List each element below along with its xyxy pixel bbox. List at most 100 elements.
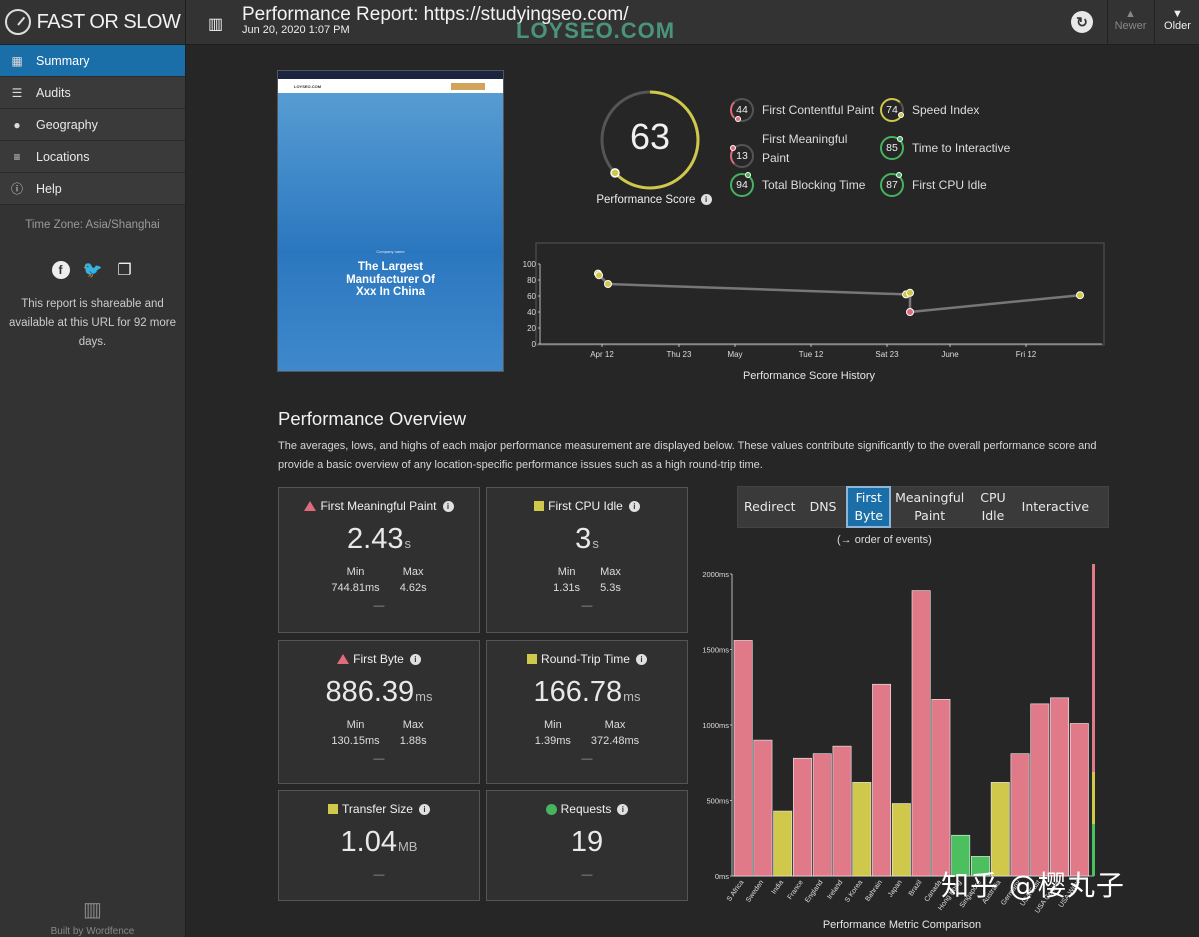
bar (971, 856, 990, 877)
card-requests[interactable]: Requests i 19 — (486, 790, 688, 901)
bar (911, 590, 931, 877)
tab-dns[interactable]: DNS (809, 499, 837, 514)
card-title: First CPU Idle i (487, 499, 687, 513)
bar (773, 810, 793, 877)
min-label: Min (346, 566, 365, 578)
card-dash: — (581, 869, 593, 881)
sidebar-item-geography[interactable]: ● Geography (0, 109, 185, 141)
metric-fcp: 44 First Contentful Paint (730, 98, 874, 122)
card-title-text: Round-Trip Time (541, 652, 630, 666)
info-icon[interactable]: i (617, 803, 629, 815)
tab-meaningful-paint[interactable]: Meaningful Paint (895, 489, 964, 525)
metric-value: 74 (886, 104, 898, 116)
card-value: 2.43s (279, 523, 479, 556)
bar (753, 739, 773, 877)
card-first-byte[interactable]: First Byte i 886.39ms Min 130.15ms Max 1.88… (278, 640, 480, 784)
y-tick-label: 80 (527, 276, 536, 285)
facebook-icon[interactable]: f (51, 261, 70, 279)
info-icon[interactable]: i (409, 653, 421, 665)
sidebar-item-audits[interactable]: ☰ Audits (0, 77, 185, 109)
built-by[interactable]: ▥ Built by Wordfence (0, 897, 185, 937)
card-dash: — (373, 753, 385, 765)
card-value-number: 1.04 (340, 826, 397, 858)
metric-value: 94 (736, 179, 748, 191)
max-value: 4.62s (399, 582, 427, 594)
card-max: Max 1.88s (400, 717, 427, 749)
card-value-unit: s (592, 536, 599, 551)
yellow-square-icon (328, 804, 339, 814)
info-icon[interactable]: i (635, 653, 647, 665)
history-caption: Performance Score History (742, 370, 876, 382)
sidebar-item-label: Summary (36, 53, 90, 68)
report-header: ▥ Performance Report: https://studyingse… (186, 0, 1199, 45)
sidebar-item-label: Audits (36, 85, 71, 100)
x-tick-label: England (804, 879, 825, 904)
bar (812, 753, 832, 877)
tab-interactive[interactable]: Interactive (1021, 499, 1090, 514)
bar (1030, 703, 1050, 877)
refresh-button[interactable]: ↻ (1071, 11, 1093, 33)
max-label: Max (604, 719, 626, 731)
metric-ring: 87 (880, 172, 904, 197)
card-value-unit: s (404, 536, 411, 551)
y-tick-label: 0 (532, 340, 537, 349)
newer-label: Newer (1114, 20, 1147, 32)
copy-icon[interactable]: ❐ (117, 262, 132, 279)
sidebar-item-help[interactable]: ⓘ Help (0, 173, 185, 205)
sidebar-item-locations[interactable]: ≡ Locations (0, 141, 185, 173)
green-dot-icon (545, 803, 557, 815)
card-dash: — (373, 600, 385, 612)
min-label: Min (543, 719, 562, 731)
tab-cpu-idle[interactable]: CPU Idle (980, 489, 1005, 525)
history-point (906, 308, 914, 316)
card-first-cpu-idle[interactable]: First CPU Idle i 3s Min 1.31s Max 5.3s — (486, 487, 688, 633)
card-min-max: Min 130.15ms Max 1.88s (279, 717, 479, 749)
x-tick-label: May (727, 350, 742, 359)
metric-fmp: 13 First Meaningful Paint (730, 130, 858, 168)
menu-icon: ≡ (13, 149, 21, 164)
newer-button[interactable]: ▲ Newer (1107, 0, 1153, 45)
max-value: 372.48ms (590, 735, 640, 747)
card-title: First Meaningful Paint i (279, 499, 479, 513)
x-tick-label: Brazil (908, 879, 924, 898)
card-max: Max 5.3s (600, 564, 621, 596)
info-icon[interactable]: i (628, 500, 640, 512)
share-note: This report is shareable and available a… (8, 298, 177, 348)
brand[interactable]: FAST OR SLOW (0, 0, 185, 45)
list-icon: ☰ (11, 85, 23, 100)
x-tick-label: Thu 23 (667, 350, 692, 359)
x-tick-label: S Korea (844, 879, 864, 904)
preview-topbar (278, 71, 503, 79)
x-tick-label: Japan (887, 879, 904, 899)
metric-label: First CPU Idle (912, 178, 987, 192)
page-title: Performance Report: https://studyingseo.… (242, 4, 629, 25)
twitter-icon[interactable]: 🐦 (82, 262, 103, 279)
info-icon[interactable]: i (700, 194, 712, 205)
x-tick-label: France (787, 879, 805, 901)
card-transfer-size[interactable]: Transfer Size i 1.04MB — (278, 790, 480, 901)
metric-cpu-idle: 87 First CPU Idle (880, 172, 987, 197)
chevron-up-icon: ▲ (1125, 8, 1136, 20)
metric-ring: 85 (880, 136, 904, 160)
gauge-arc (600, 90, 700, 190)
card-value-number: 886.39 (325, 676, 415, 708)
bar (990, 782, 1010, 877)
tab-redirect[interactable]: Redirect (744, 499, 796, 514)
overview-description: The averages, lows, and highs of each ma… (278, 440, 1097, 471)
info-icon[interactable]: i (418, 803, 430, 815)
card-title: Requests i (487, 802, 687, 816)
sidebar-item-summary[interactable]: ▦ Summary (0, 45, 185, 77)
ring-dot (745, 172, 751, 178)
x-tick-label: Tue 12 (799, 350, 824, 359)
share-icons: f 🐦 ❐ (0, 261, 185, 279)
card-first-meaningful-paint[interactable]: First Meaningful Paint i 2.43s Min 744.81m… (278, 487, 480, 633)
y-tick-label: 100 (523, 260, 537, 269)
card-title-text: First CPU Idle (548, 499, 623, 513)
timezone-label: Time Zone: Asia/Shanghai (25, 219, 160, 231)
history-line (596, 272, 1081, 314)
tab-first-byte[interactable]: First Byte (846, 486, 892, 528)
card-round-trip-time[interactable]: Round-Trip Time i 166.78ms Min 1.39ms Max 3… (486, 640, 688, 784)
older-button[interactable]: ▼ Older (1154, 0, 1199, 45)
info-icon[interactable]: i (442, 500, 454, 512)
